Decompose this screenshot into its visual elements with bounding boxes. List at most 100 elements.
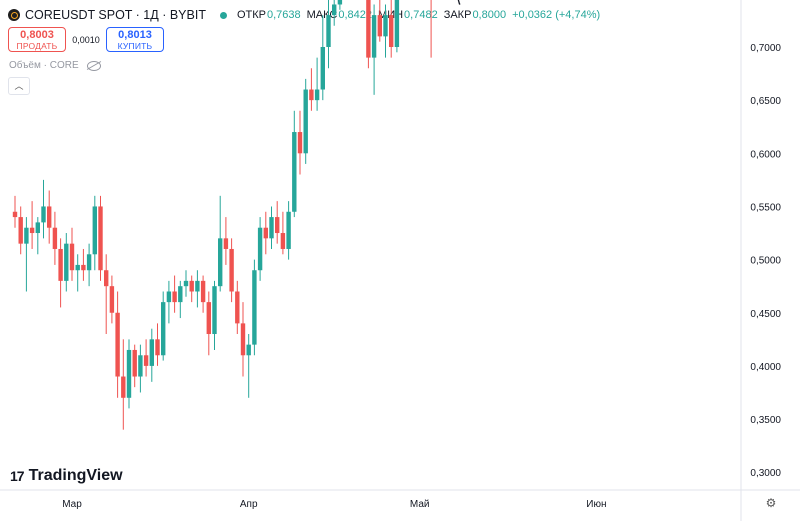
candle-body	[178, 286, 183, 303]
close-label: ЗАКР	[443, 9, 472, 21]
candle-body	[320, 47, 325, 90]
candle-body	[200, 280, 206, 303]
eye-off-icon[interactable]	[86, 60, 101, 71]
buy-label: КУПИТЬ	[117, 40, 153, 51]
volume-indicator: Объём · CORE	[9, 60, 101, 71]
candle-body	[229, 248, 234, 292]
candle-body	[104, 270, 109, 287]
candle-body	[24, 227, 29, 244]
candle-body	[98, 206, 103, 271]
low-value: 0,7482	[404, 9, 438, 21]
candle-body	[280, 233, 286, 249]
candle-body	[275, 217, 280, 234]
sell-label: ПРОДАТЬ	[16, 40, 58, 51]
candle-body	[206, 302, 211, 335]
candle-body	[86, 254, 92, 271]
spread-value: 0,0010	[72, 34, 100, 45]
candle-body	[252, 270, 257, 345]
candle-body	[35, 222, 40, 234]
y-tick-label: 0,7500	[750, 0, 781, 1]
open-value: 0,7638	[266, 9, 301, 21]
candle-body	[383, 15, 388, 37]
candle-body	[235, 291, 240, 324]
candle-body	[257, 227, 263, 271]
candle-body	[332, 4, 337, 16]
candle-body	[326, 15, 331, 47]
forecast-projection-line	[457, 0, 462, 5]
candle-body	[183, 280, 189, 287]
candle-body	[69, 243, 75, 271]
candle-body	[81, 264, 86, 271]
candle-body	[41, 206, 46, 223]
chevron-up-icon[interactable]: ︿	[8, 77, 30, 95]
candle-body	[389, 15, 394, 47]
candle-body	[47, 206, 52, 228]
tradingview-logo: 17 TradingView	[10, 467, 123, 485]
candle-body	[115, 312, 120, 377]
y-tick-label: 0,3000	[750, 468, 781, 479]
tradingview-mark-icon: 17	[10, 468, 25, 484]
candle-body	[109, 286, 115, 313]
buy-button[interactable]: 0,8013 КУПИТЬ	[106, 27, 164, 52]
logo-text: TradingView	[28, 467, 123, 484]
trade-panel: 0,8003 ПРОДАТЬ 0,0010 0,8013 КУПИТЬ	[8, 27, 164, 52]
candle-body	[189, 280, 194, 292]
x-tick-label: Апр	[240, 499, 258, 510]
gear-icon[interactable]: ⚙	[765, 496, 777, 510]
candle-body	[377, 15, 382, 37]
y-tick-label: 0,7000	[750, 43, 781, 54]
sell-button[interactable]: 0,8003 ПРОДАТЬ	[8, 27, 66, 52]
candle-body	[92, 206, 97, 255]
candle-body	[149, 339, 154, 366]
candle-body	[314, 89, 320, 101]
y-tick-label: 0,5000	[750, 256, 781, 267]
candle-body	[161, 302, 166, 356]
candle-body	[132, 349, 137, 377]
y-tick-label: 0,6500	[750, 96, 781, 107]
y-tick-label: 0,5500	[750, 202, 781, 213]
close-value: 0,8000	[472, 9, 507, 21]
candle-body	[195, 280, 200, 292]
candle-body	[12, 211, 18, 218]
candle-body	[240, 323, 246, 356]
y-tick-label: 0,4000	[750, 362, 781, 373]
change-value: +0,0362 (+4,74%)	[512, 9, 601, 21]
candle-body	[64, 243, 69, 281]
candle-body	[394, 0, 400, 48]
candle-body	[309, 89, 314, 101]
candle-body	[18, 217, 23, 244]
open-label: ОТКР	[236, 9, 266, 21]
candle-body	[263, 227, 268, 239]
y-tick-label: 0,4500	[750, 309, 781, 320]
candle-body	[126, 349, 132, 398]
x-tick-label: Мар	[62, 499, 82, 510]
symbol-title[interactable]: COREUSDT SPOT · 1Д · BYBIT	[25, 8, 206, 22]
candle-body	[366, 0, 371, 58]
candle-body	[212, 286, 217, 335]
candle-body	[223, 238, 229, 249]
core-coin-icon	[8, 9, 20, 21]
sell-price: 0,8003	[20, 28, 54, 41]
candle-body	[143, 355, 149, 366]
candle-body	[269, 217, 274, 239]
market-status-dot	[219, 11, 227, 19]
candle-body	[121, 376, 126, 398]
candle-body	[172, 291, 177, 303]
candle-body	[52, 227, 58, 249]
candle-body	[286, 211, 291, 249]
candle-body	[29, 227, 35, 234]
candle-body	[58, 248, 63, 281]
x-tick-label: Июн	[586, 499, 606, 510]
candle-body	[292, 132, 297, 212]
high-value: 0,8422	[338, 9, 373, 21]
candle-body	[297, 132, 303, 154]
candle-body	[371, 15, 377, 58]
candle-body	[246, 344, 251, 356]
candle-body	[138, 355, 143, 377]
candle-body	[337, 0, 343, 5]
x-tick-label: Май	[410, 499, 430, 510]
candle-body	[303, 89, 308, 154]
volume-label: Объём · CORE	[9, 60, 79, 71]
candle-body	[218, 238, 223, 287]
